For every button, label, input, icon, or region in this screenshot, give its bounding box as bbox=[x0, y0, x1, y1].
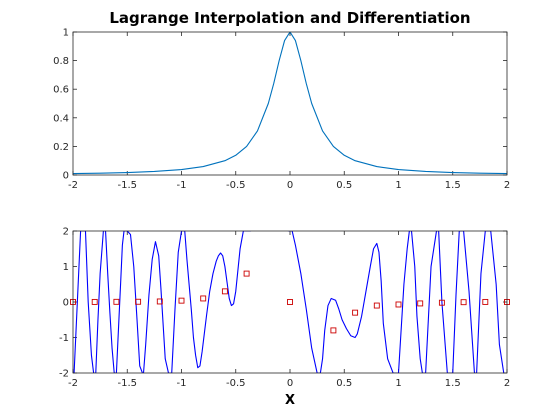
top-axes: -2 -1.5 -1 -0.5 0 0.5 1 1.5 2 0 0.2 0.4 0.6 0.8 1 bbox=[53, 28, 510, 192]
data-marker bbox=[91, 298, 98, 305]
data-marker bbox=[460, 299, 467, 306]
x-tick-label: -0.5 bbox=[226, 180, 246, 191]
data-marker bbox=[417, 300, 424, 307]
bottom-axes-frame bbox=[72, 230, 508, 374]
x-tick-label: 1.5 bbox=[445, 180, 461, 191]
data-marker bbox=[221, 288, 228, 295]
y-tick-label: 0.8 bbox=[53, 56, 69, 67]
series-line bbox=[287, 231, 505, 373]
x-tick-label: 1 bbox=[395, 180, 401, 191]
y-tick-label: 0 bbox=[63, 171, 69, 182]
x-axis-label: X bbox=[285, 393, 295, 408]
data-marker bbox=[178, 297, 185, 304]
data-marker bbox=[330, 327, 337, 334]
x-tick-label: 1 bbox=[395, 378, 401, 389]
x-tick-label: 2 bbox=[504, 378, 510, 389]
data-marker bbox=[395, 301, 402, 308]
series-line bbox=[73, 231, 251, 373]
data-marker bbox=[352, 309, 359, 316]
y-tick-label: 0.6 bbox=[53, 85, 69, 96]
bottom-axes: -2 -1.5 -1 -0.5 0 0.5 1 1.5 2 -2 -1 0 1 2 bbox=[59, 227, 510, 390]
series-line bbox=[73, 32, 507, 175]
data-marker bbox=[243, 270, 250, 277]
x-tick-label: 0 bbox=[287, 180, 293, 191]
data-marker bbox=[156, 298, 163, 305]
y-tick-label: -2 bbox=[59, 369, 69, 380]
top-axes-frame bbox=[72, 31, 508, 176]
x-tick-label: -0.5 bbox=[226, 378, 246, 389]
y-tick-label: 1 bbox=[63, 262, 69, 273]
x-tick-label: -2 bbox=[68, 378, 78, 389]
x-tick-label: 0.5 bbox=[336, 378, 352, 389]
top-plot-lines bbox=[73, 32, 507, 175]
y-tick-label: -1 bbox=[59, 333, 69, 344]
data-marker bbox=[200, 295, 207, 302]
x-tick-label: -1 bbox=[177, 378, 187, 389]
data-marker bbox=[135, 298, 142, 305]
data-marker bbox=[438, 299, 445, 306]
data-marker bbox=[482, 298, 489, 305]
data-marker bbox=[287, 299, 293, 305]
data-marker bbox=[373, 302, 380, 309]
y-tick-label: 1 bbox=[63, 28, 69, 39]
x-tick-label: -2 bbox=[68, 180, 78, 191]
x-tick-label: -1 bbox=[177, 180, 187, 191]
x-tick-label: 2 bbox=[504, 180, 510, 191]
bottom-plot-lines bbox=[73, 231, 505, 373]
x-tick-label: -1.5 bbox=[117, 180, 137, 191]
x-tick-label: 0 bbox=[287, 378, 293, 389]
x-tick-label: 0.5 bbox=[336, 180, 352, 191]
bottom-markers bbox=[70, 270, 510, 334]
x-tick-label: 1.5 bbox=[445, 378, 461, 389]
top-plot-area bbox=[73, 32, 507, 175]
y-tick-label: 2 bbox=[63, 227, 69, 238]
data-marker bbox=[113, 298, 120, 305]
x-tick-label: -1.5 bbox=[117, 378, 137, 389]
chart-title: Lagrange Interpolation and Differentiati… bbox=[109, 9, 470, 27]
y-tick-label: 0.2 bbox=[53, 142, 69, 153]
y-tick-label: 0.4 bbox=[53, 113, 69, 124]
y-tick-label: 0 bbox=[63, 298, 69, 309]
